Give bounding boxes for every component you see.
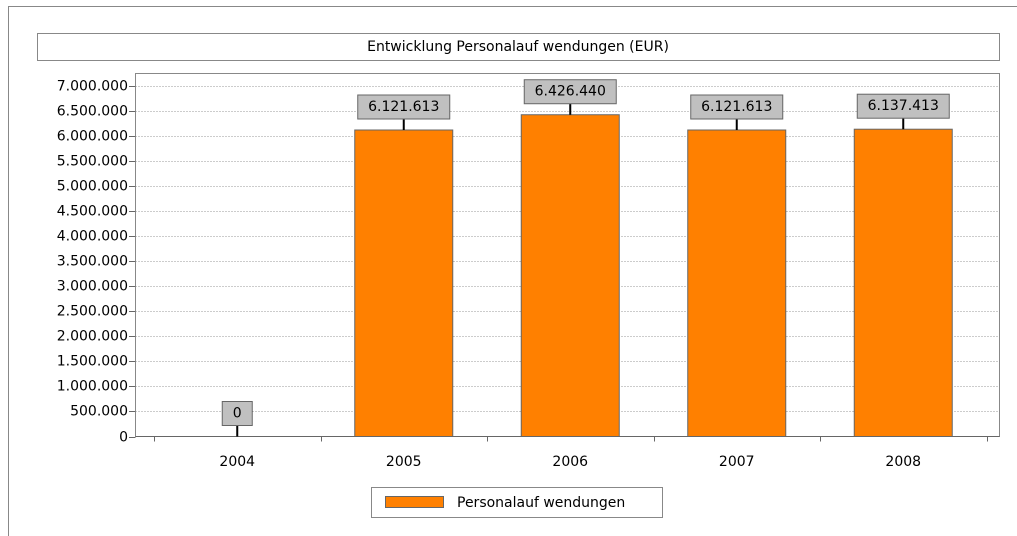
title-box xyxy=(37,33,1000,61)
value-label: 6.426.440 xyxy=(535,84,606,100)
y-tick-label: 0 xyxy=(119,430,128,446)
y-tick-label: 500.000 xyxy=(70,404,128,420)
value-label: 6.121.613 xyxy=(368,99,439,115)
legend-label: Personalauf wendungen xyxy=(457,495,625,511)
x-tick-label: 2005 xyxy=(386,454,422,470)
y-tick-label: 5.500.000 xyxy=(57,154,128,170)
value-label-box xyxy=(690,94,784,120)
bar xyxy=(354,129,454,438)
value-label: 6.137.413 xyxy=(868,98,939,114)
y-tick-label: 3.000.000 xyxy=(57,279,128,295)
value-label-box xyxy=(523,79,617,105)
value-label-box xyxy=(856,93,950,119)
y-tick-label: 2.000.000 xyxy=(57,329,128,345)
bar xyxy=(687,129,787,438)
frame xyxy=(8,6,1017,536)
value-label: 0 xyxy=(233,406,242,422)
y-tick-label: 6.500.000 xyxy=(57,104,128,120)
legend-swatch xyxy=(385,496,444,508)
y-tick-label: 7.000.000 xyxy=(57,79,128,95)
y-tick-label: 4.500.000 xyxy=(57,204,128,220)
value-label-box xyxy=(221,401,253,426)
y-tick-label: 2.500.000 xyxy=(57,304,128,320)
chart-title: Entwicklung Personalauf wendungen (EUR) xyxy=(367,39,669,55)
y-tick-label: 1.000.000 xyxy=(57,379,128,395)
value-label-box xyxy=(357,94,451,120)
y-tick-label: 3.500.000 xyxy=(57,254,128,270)
x-tick-label: 2004 xyxy=(219,454,255,470)
x-tick-label: 2007 xyxy=(719,454,755,470)
x-tick-label: 2008 xyxy=(885,454,921,470)
bar xyxy=(853,128,953,437)
y-tick-label: 6.000.000 xyxy=(57,129,128,145)
bar xyxy=(520,114,620,437)
y-tick-label: 4.000.000 xyxy=(57,229,128,245)
y-tick-label: 1.500.000 xyxy=(57,354,128,370)
value-label: 6.121.613 xyxy=(701,99,772,115)
y-tick-label: 5.000.000 xyxy=(57,179,128,195)
x-tick-label: 2006 xyxy=(552,454,588,470)
